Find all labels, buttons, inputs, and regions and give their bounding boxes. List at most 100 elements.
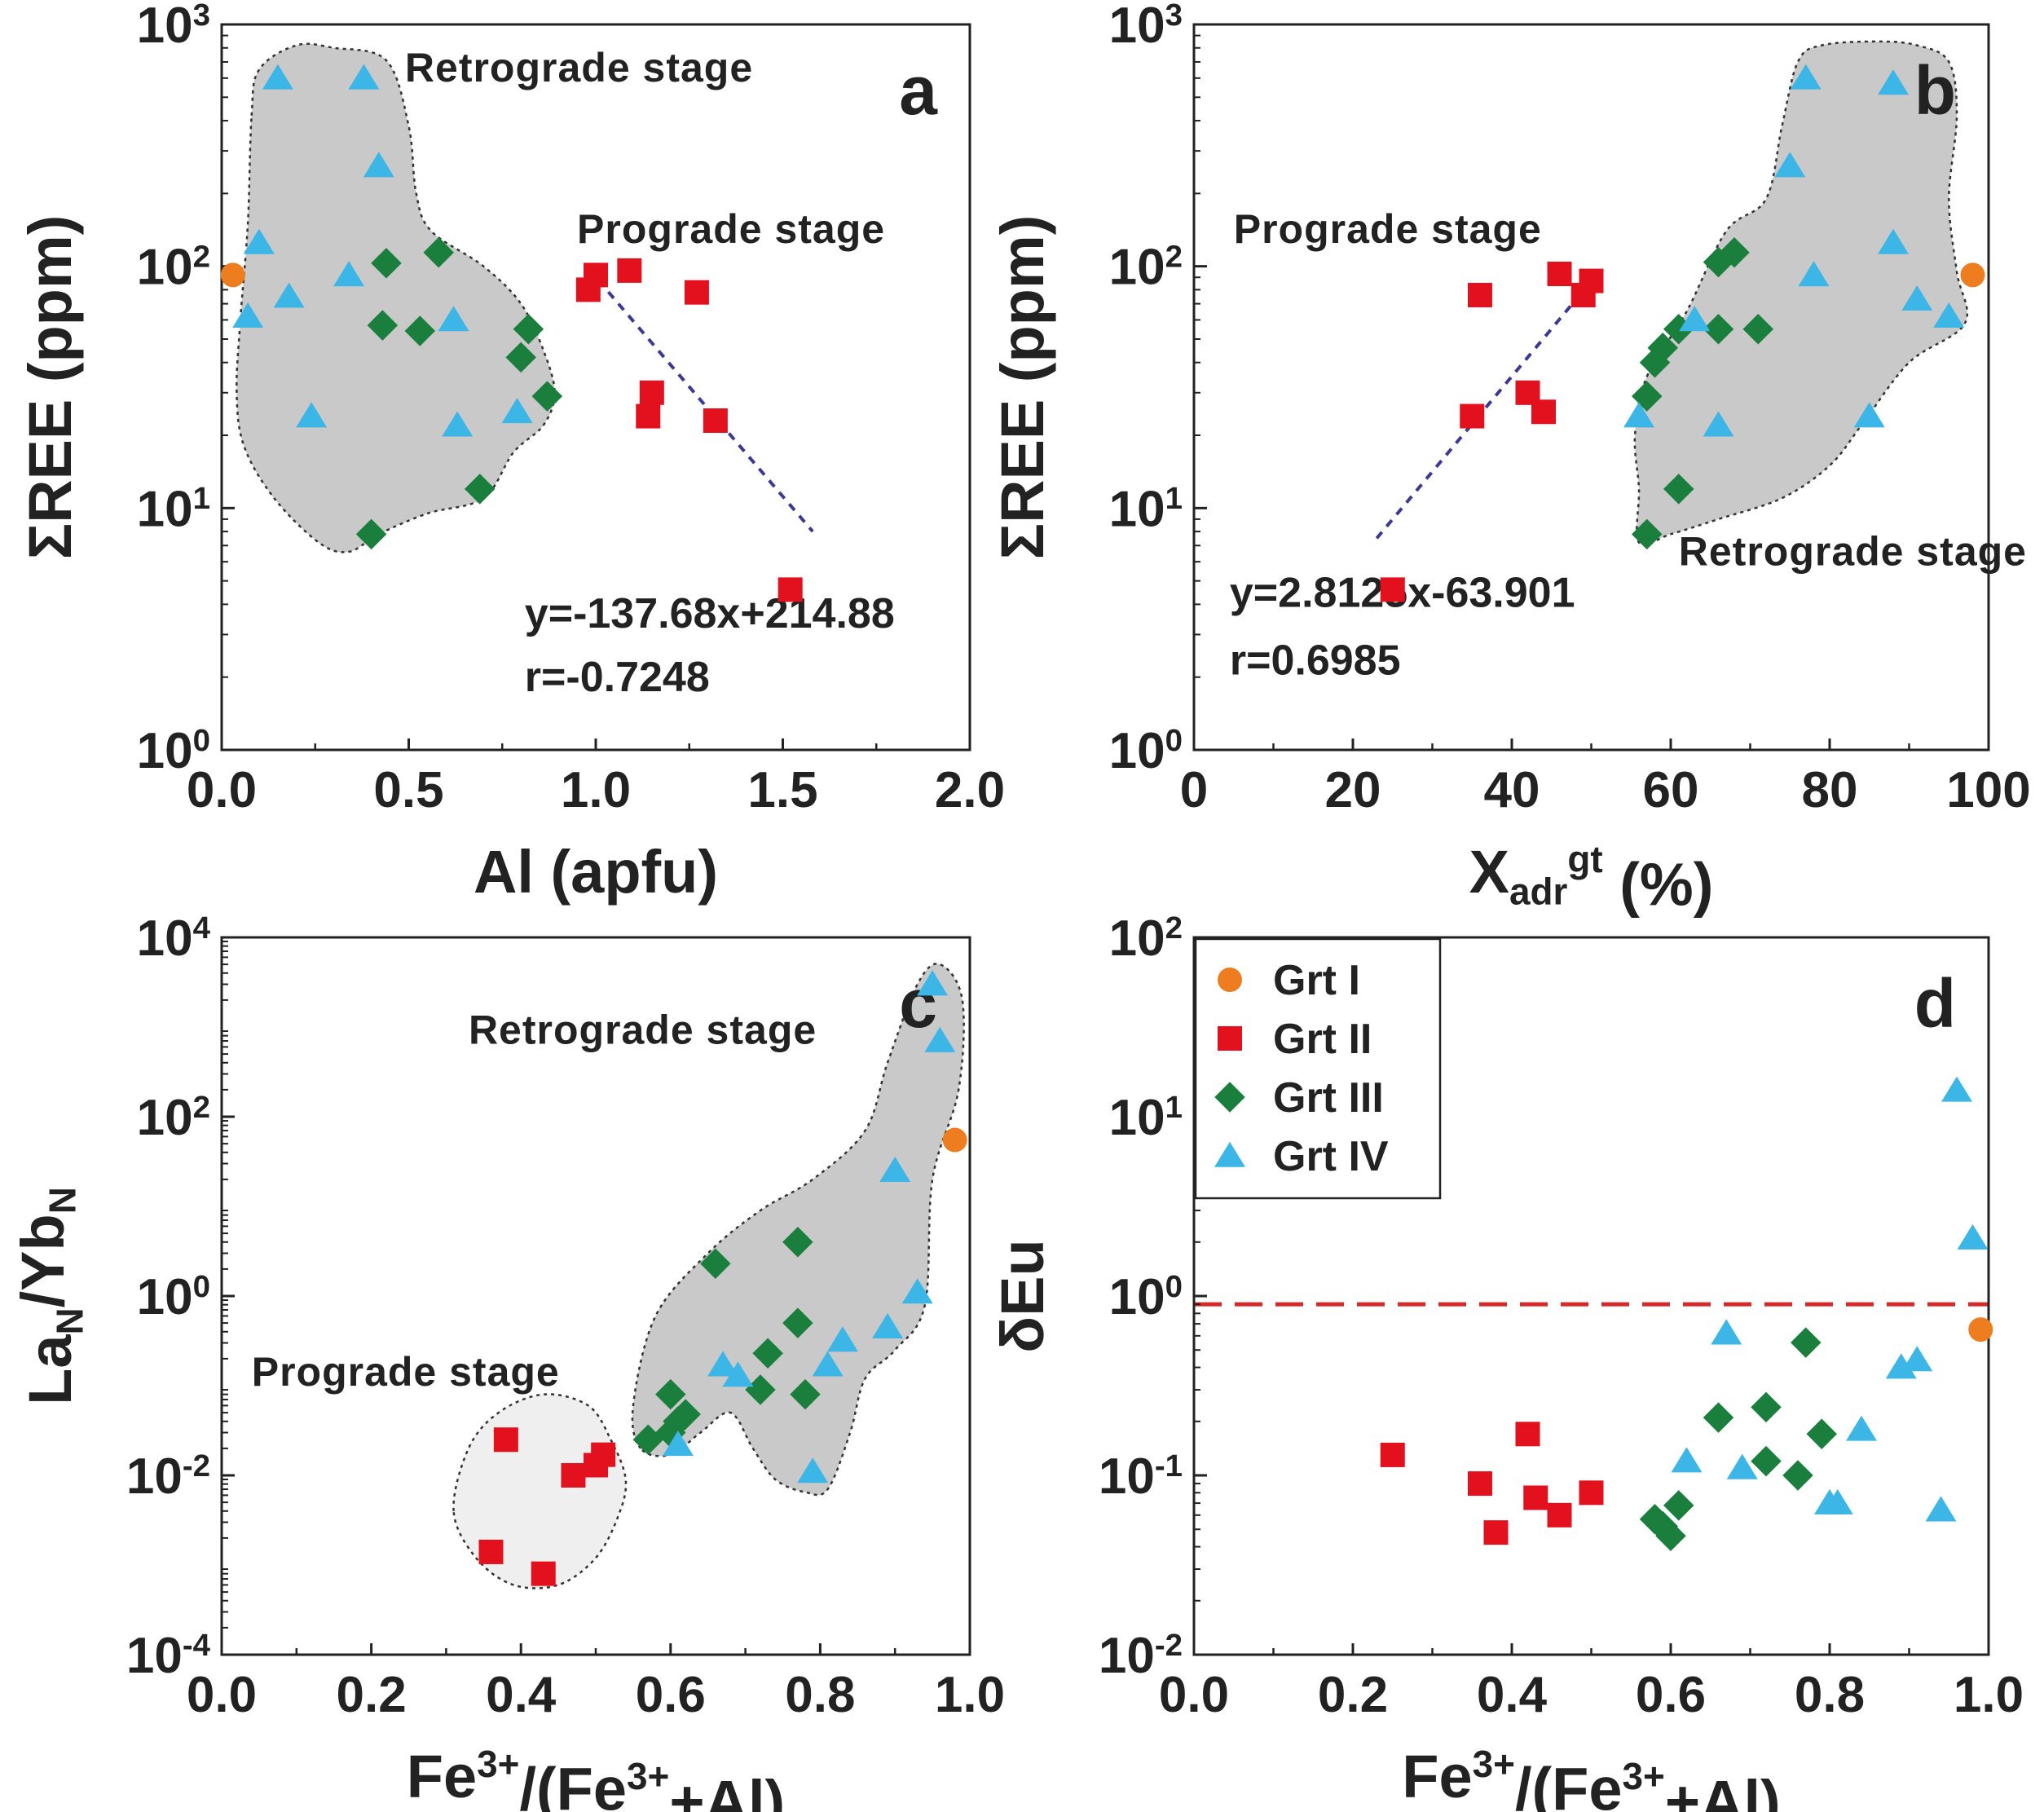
data-point bbox=[1885, 1353, 1917, 1379]
legend: Grt I Grt II Grt III Grt IV bbox=[1194, 937, 1442, 1200]
data-point bbox=[639, 380, 664, 405]
y-tick-label: 102 bbox=[137, 240, 210, 296]
data-point bbox=[782, 1307, 813, 1338]
data-point bbox=[273, 282, 305, 308]
data-point bbox=[243, 228, 275, 254]
data-point bbox=[1960, 262, 1985, 288]
series-grt-iv bbox=[232, 64, 533, 437]
y-tick-label: 10-2 bbox=[126, 1448, 210, 1505]
x-axis-title: Fe3+/(Fe3++Al) bbox=[1402, 1743, 1780, 1812]
y-tick-label: 101 bbox=[1109, 1090, 1183, 1146]
legend-label: Grt I bbox=[1273, 957, 1360, 1004]
x-tick-label: 100 bbox=[1946, 762, 2030, 818]
data-point bbox=[1531, 399, 1556, 425]
x-tick-label: 0.6 bbox=[1636, 1667, 1706, 1723]
data-point bbox=[700, 1248, 731, 1279]
y-axis-title: ΣREE (ppm) bbox=[989, 215, 1056, 560]
panel-a: 0.0 0.5 1.0 1.5 2.0 100 101 102 103 Al (apfu) ΣREE… bbox=[16, 0, 1005, 906]
series-grt-i bbox=[1968, 1317, 1993, 1342]
panel-label: a bbox=[899, 52, 938, 129]
data-point bbox=[355, 518, 387, 550]
data-point bbox=[1483, 1520, 1509, 1545]
data-point bbox=[1579, 268, 1604, 293]
x-tick-label: 1.0 bbox=[1954, 1667, 2024, 1723]
x-tick-label: 0.0 bbox=[187, 762, 257, 818]
y-tick-label: 103 bbox=[137, 0, 210, 54]
data-point bbox=[790, 1378, 821, 1410]
legend-label: Grt II bbox=[1273, 1016, 1372, 1063]
data-point bbox=[632, 1424, 664, 1455]
data-point bbox=[1523, 1485, 1548, 1510]
data-point bbox=[1515, 1422, 1540, 1447]
data-point bbox=[505, 342, 536, 373]
y-tick-label: 10-4 bbox=[126, 1628, 211, 1684]
data-point bbox=[296, 402, 328, 428]
x-tick-label: 1.0 bbox=[935, 1667, 1005, 1723]
series-grt-ii bbox=[1380, 262, 1604, 602]
data-point bbox=[501, 398, 533, 424]
x-tick-label: 60 bbox=[1643, 762, 1699, 818]
data-point bbox=[684, 280, 709, 305]
data-point bbox=[1547, 262, 1572, 287]
regression-annotation: r=0.6985 bbox=[1230, 637, 1401, 685]
data-point bbox=[513, 313, 544, 345]
series-grt-i bbox=[1960, 262, 1985, 288]
y-tick-label: 100 bbox=[1109, 1269, 1183, 1325]
data-point bbox=[1968, 1317, 1993, 1342]
panel-c: 0.0 0.2 0.4 0.6 0.8 1.0 10-4 10-2 100 102 104 Fe3+/… bbox=[9, 910, 1005, 1812]
data-point bbox=[367, 310, 399, 341]
x-axis-title: Xadrgt (%) bbox=[1469, 838, 1714, 919]
data-point bbox=[1468, 1471, 1492, 1497]
regression-line bbox=[1375, 270, 1601, 540]
data-point bbox=[1679, 306, 1711, 332]
stage-annotation: Prograde stage bbox=[1234, 206, 1542, 252]
data-point bbox=[1751, 1391, 1782, 1423]
data-point bbox=[1941, 1076, 1972, 1102]
y-tick-label: 10-1 bbox=[1099, 1448, 1183, 1505]
data-point bbox=[1380, 577, 1405, 602]
data-point bbox=[1547, 1502, 1572, 1528]
y-axis-title: ΣREE (ppm) bbox=[16, 215, 84, 560]
data-point bbox=[812, 1351, 844, 1377]
data-point bbox=[1663, 474, 1694, 505]
data-point bbox=[703, 408, 728, 434]
x-tick-label: 1.0 bbox=[561, 762, 631, 818]
data-point bbox=[1719, 237, 1750, 268]
panel-d: 0.0 0.2 0.4 0.6 0.8 1.0 10-2 10-1 100 101 102 Fe3+/… bbox=[989, 910, 2024, 1812]
data-point bbox=[707, 1351, 739, 1377]
data-point bbox=[722, 1361, 754, 1387]
data-point bbox=[1639, 346, 1671, 378]
x-tick-label: 20 bbox=[1325, 762, 1381, 818]
x-tick-label: 40 bbox=[1484, 762, 1540, 818]
data-point bbox=[1663, 1490, 1694, 1521]
y-tick-label: 100 bbox=[1109, 723, 1183, 779]
data-point bbox=[220, 262, 245, 288]
data-point bbox=[561, 1463, 586, 1488]
y-tick-label: 102 bbox=[137, 1090, 210, 1146]
y-tick-label: 101 bbox=[137, 481, 210, 537]
series-grt-i bbox=[942, 1127, 967, 1153]
series-grt-iv bbox=[1671, 1076, 1989, 1522]
data-point bbox=[1846, 1415, 1877, 1441]
data-point bbox=[363, 152, 394, 178]
y-tick-label: 10-2 bbox=[1099, 1628, 1183, 1684]
data-point bbox=[1774, 152, 1806, 178]
data-point bbox=[872, 1312, 903, 1338]
y-tick-label: 100 bbox=[137, 1269, 210, 1325]
series-grt-iii bbox=[632, 1227, 821, 1455]
data-point bbox=[478, 1539, 504, 1564]
y-tick-label: 104 bbox=[137, 910, 211, 967]
x-tick-label: 0 bbox=[1180, 762, 1208, 818]
x-tick-label: 0.2 bbox=[336, 1667, 406, 1723]
x-tick-label: 1.5 bbox=[747, 762, 817, 818]
data-point bbox=[1925, 1496, 1957, 1522]
data-point bbox=[1711, 1319, 1742, 1345]
data-point bbox=[1878, 228, 1909, 254]
data-point bbox=[655, 1378, 686, 1410]
y-axis-title: δEu bbox=[989, 1239, 1056, 1352]
x-tick-label: 80 bbox=[1802, 762, 1858, 818]
series-grt-i bbox=[220, 262, 245, 288]
data-point bbox=[636, 403, 661, 429]
data-point bbox=[333, 261, 365, 287]
